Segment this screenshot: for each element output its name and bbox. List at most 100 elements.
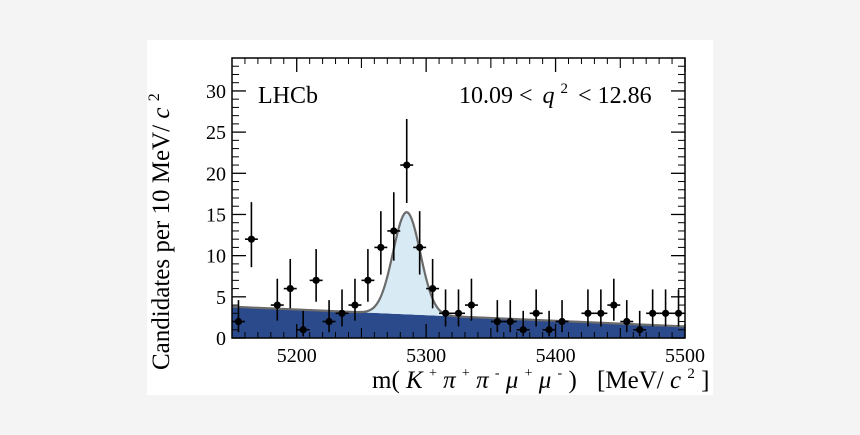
chart-figure: 5200 5300 5400 5500 0 5 10 15 20 25 30 LHCb 10.09 … <box>147 40 713 395</box>
data-point <box>322 300 336 333</box>
y-tick-label: 15 <box>206 204 226 226</box>
data-point-marker <box>545 326 553 334</box>
data-point-marker <box>649 309 657 317</box>
data-point <box>361 249 375 302</box>
chart-svg: 5200 5300 5400 5500 0 5 10 15 20 25 30 LHCb 10.09 … <box>147 57 709 394</box>
data-point <box>555 300 569 333</box>
data-point-marker <box>454 309 463 317</box>
data-point-marker <box>441 309 450 317</box>
x-axis-title-units-power: 2 <box>687 366 695 382</box>
y-tick-label: 5 <box>216 287 226 309</box>
data-point <box>672 289 685 327</box>
data-point <box>283 258 297 309</box>
x-tick-label: 5400 <box>536 345 576 367</box>
data-point <box>400 118 414 203</box>
x-axis-title-mu2-charge: - <box>558 366 563 381</box>
data-point-marker <box>429 284 437 293</box>
data-point-marker <box>519 326 527 334</box>
y-tick-label: 30 <box>206 81 226 103</box>
x-axis-title-pi2: π <box>476 367 490 394</box>
data-point <box>426 258 440 309</box>
data-point-marker <box>390 227 398 235</box>
data-point <box>646 289 660 327</box>
y-axis-title-unit-power: 2 <box>147 93 163 101</box>
data-point-marker <box>532 309 540 317</box>
data-point <box>413 211 427 275</box>
data-point-marker <box>403 161 411 169</box>
region-label: 10.09 < q 2 < 12.86 <box>459 73 652 109</box>
data-point <box>490 300 504 333</box>
data-point <box>503 300 517 333</box>
data-point <box>387 192 401 261</box>
data-point-marker <box>325 317 333 326</box>
data-point <box>529 289 543 327</box>
data-point-marker <box>506 317 514 326</box>
x-axis-title-pi2-charge: - <box>495 366 500 381</box>
x-axis-title-units-open: [MeV/ <box>597 367 664 394</box>
y-axis-title-unit-c: c <box>148 108 175 119</box>
experiment-label: LHCb <box>258 83 318 109</box>
x-axis-title-units-c: c <box>670 367 681 394</box>
data-point-marker <box>558 317 566 326</box>
data-point-marker <box>416 243 424 252</box>
data-point <box>348 278 362 321</box>
data-point <box>335 289 349 327</box>
data-point-marker <box>312 276 320 284</box>
region-label-var: q <box>543 83 555 109</box>
data-point <box>452 289 465 327</box>
data-point <box>439 289 453 327</box>
data-point-marker <box>467 301 476 309</box>
data-point <box>270 278 284 321</box>
data-point <box>309 249 323 302</box>
x-axis-title-mu1-charge: + <box>525 366 533 381</box>
signal-component-fill <box>338 212 476 318</box>
y-tick-label: 0 <box>216 328 226 350</box>
data-point-marker <box>597 309 605 317</box>
data-point-marker <box>584 309 592 317</box>
x-axis-title-mu1: μ <box>505 367 519 394</box>
data-point-marker <box>623 317 631 326</box>
data-point <box>516 310 530 337</box>
y-axis-title: Candidates per 10 MeV/ c 2 <box>147 93 175 370</box>
y-tick-label: 25 <box>206 122 226 144</box>
x-axis-title-units-close: ] <box>701 367 709 394</box>
data-point-marker <box>377 243 385 252</box>
region-label-power: 2 <box>561 81 569 97</box>
data-point <box>464 278 478 321</box>
region-label-high: < 12.86 <box>578 83 652 109</box>
data-point-marker <box>661 309 670 317</box>
data-point <box>633 310 647 337</box>
x-axis-title-mu2: μ <box>538 367 552 394</box>
x-tick-label: 5300 <box>406 345 446 367</box>
data-point-marker <box>247 235 256 243</box>
x-axis-title-pre: m( <box>372 367 400 394</box>
x-axis-title-pi1-charge: + <box>462 366 470 381</box>
data-point-marker <box>610 301 618 309</box>
data-point <box>607 278 621 321</box>
data-point <box>620 300 634 333</box>
x-axis-title-pi1: π <box>443 367 457 394</box>
data-point <box>542 310 556 337</box>
data-point-marker <box>299 326 307 334</box>
y-tick-label: 20 <box>206 163 226 185</box>
region-label-low: 10.09 < <box>459 83 533 109</box>
data-point-marker <box>493 317 501 326</box>
x-axis-title-k: K <box>405 367 424 394</box>
data-point-marker <box>286 284 294 293</box>
data-point <box>374 211 388 275</box>
x-tick-label: 5500 <box>665 345 705 367</box>
data-point <box>659 289 673 327</box>
x-axis-title: m( K + π + π - μ + μ - ) [MeV/ c 2 ] <box>372 356 709 394</box>
data-point <box>581 289 595 327</box>
y-tick-label: 10 <box>206 246 226 268</box>
data-point-marker <box>351 301 359 309</box>
y-axis-title-main: Candidates per 10 MeV/ <box>148 125 175 370</box>
x-tick-label: 5200 <box>277 345 317 367</box>
x-axis-title-k-charge: + <box>429 366 437 381</box>
x-axis-title-close: ) <box>568 367 576 394</box>
data-point-marker <box>636 326 644 334</box>
data-point <box>296 310 310 337</box>
data-point <box>594 289 608 327</box>
data-point <box>244 202 258 268</box>
data-point-marker <box>338 309 346 317</box>
